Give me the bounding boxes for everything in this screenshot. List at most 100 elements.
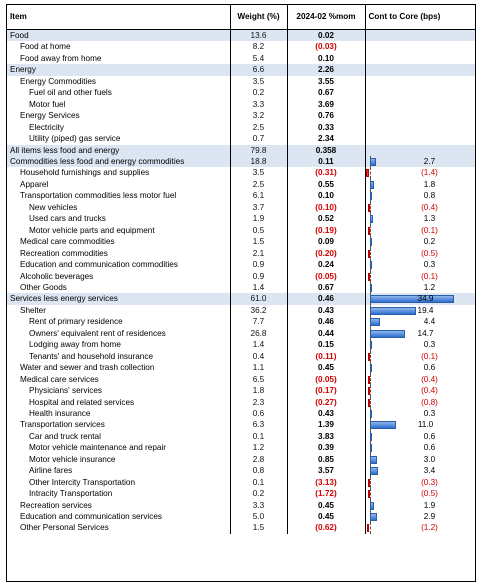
contribution-bar (368, 272, 370, 281)
row-mom: 3.69 (287, 98, 366, 111)
table-row: All items less food and energy 79.8 0.358 (7, 144, 475, 156)
table-row: Transportation services 6.3 1.39 11.0 (7, 419, 475, 431)
table-row: Motor vehicle insurance 2.8 0.85 3.0 (7, 453, 475, 466)
row-contribution: 1.8 (365, 178, 475, 191)
row-contribution: 0.6 (365, 442, 475, 454)
table-row: Motor vehicle maintenance and repair 1.2 0… (7, 442, 475, 454)
row-contribution: 0.6 (365, 430, 475, 443)
zero-axis (369, 247, 371, 260)
header-item: Item (7, 5, 231, 30)
contribution-bar (366, 169, 370, 178)
row-contribution: (0.1) (365, 350, 475, 363)
row-weight: 0.2 (230, 87, 288, 99)
zero-axis (369, 396, 371, 408)
row-mom: 0.45 (287, 511, 366, 523)
contribution-value: 0.6 (423, 363, 436, 373)
row-label: Fuel oil and other fuels (7, 87, 231, 99)
row-weight: 3.3 (230, 499, 288, 512)
header-mom: 2024-02 %mom (287, 5, 366, 30)
row-label: Utility (piped) gas service (7, 133, 231, 145)
contribution-value: 1.9 (423, 500, 436, 510)
row-contribution: 3.4 (365, 465, 475, 477)
row-label: Energy Commodities (7, 75, 231, 88)
contribution-bar (369, 329, 406, 338)
row-label: Transportation commodities less motor fu… (7, 190, 231, 202)
row-weight: 0.4 (230, 350, 288, 363)
contribution-value: 0.6 (423, 443, 436, 453)
table-row: Services less energy services 61.0 0.46 34.… (7, 293, 475, 305)
row-label: Lodging away from home (7, 339, 231, 351)
row-weight: 26.8 (230, 327, 288, 340)
row-contribution: (0.1) (365, 224, 475, 237)
table-header: Item Weight (%) 2024-02 %mom Cont to Cor… (7, 5, 475, 30)
row-mom: (0.31) (287, 167, 366, 179)
zero-axis (369, 488, 371, 500)
row-contribution (365, 122, 475, 133)
contribution-bar (369, 283, 373, 292)
row-contribution: 11.0 (365, 419, 475, 431)
row-label: Electricity (7, 121, 231, 134)
row-weight: 0.9 (230, 259, 288, 271)
row-weight: 13.6 (230, 29, 288, 42)
row-label: Rent of primary residence (7, 316, 231, 328)
contribution-bar (366, 524, 370, 533)
contribution-value: 0.6 (423, 431, 436, 441)
table-row: Apparel 2.5 0.55 1.8 (7, 178, 475, 191)
contribution-value: 11.0 (417, 420, 434, 430)
table-row: Intracity Transportation 0.2 (1.72) (0.5) (7, 488, 475, 500)
row-contribution (365, 53, 475, 64)
table-row: Medical care services 6.5 (0.05) (0.4) (7, 373, 475, 386)
row-label: Motor vehicle insurance (7, 453, 231, 466)
row-contribution (365, 110, 475, 121)
row-weight: 6.5 (230, 373, 288, 386)
table-row: Food away from home 5.4 0.10 (7, 52, 475, 65)
row-label: Education and communication commodities (7, 259, 231, 271)
table-row: Motor fuel 3.3 3.69 (7, 98, 475, 111)
row-mom: 0.15 (287, 339, 366, 351)
contribution-bar (368, 387, 370, 396)
row-contribution: (0.8) (365, 396, 475, 408)
row-contribution (365, 41, 475, 52)
contribution-bar (369, 341, 372, 350)
row-label: Recreation services (7, 499, 231, 512)
row-label: Food away from home (7, 52, 231, 65)
contribution-value: 1.8 (423, 179, 436, 189)
row-label: Apparel (7, 178, 231, 191)
table-row: Education and communication services 5.0 0… (7, 511, 475, 523)
row-weight: 5.0 (230, 511, 288, 523)
table-row: Physicians' services 1.8 (0.17) (0.4) (7, 385, 475, 397)
contribution-value: (0.4) (421, 202, 438, 212)
contribution-value: 0.3 (423, 260, 436, 270)
row-contribution: 1.9 (365, 499, 475, 512)
row-weight: 2.1 (230, 247, 288, 260)
zero-axis (369, 201, 371, 214)
contribution-value: 0.8 (423, 191, 436, 201)
table-row: Household furnishings and supplies 3.5 (0.… (7, 167, 475, 179)
contribution-value: 3.4 (423, 466, 436, 476)
row-contribution (365, 64, 475, 76)
row-contribution: 0.3 (365, 259, 475, 271)
contribution-value: 2.9 (423, 512, 436, 522)
zero-axis (369, 270, 371, 282)
row-weight: 0.9 (230, 270, 288, 282)
row-label: Hospital and related services (7, 396, 231, 408)
contribution-bar (369, 261, 372, 270)
table-row: New vehicles 3.7 (0.10) (0.4) (7, 201, 475, 214)
row-mom: 0.02 (287, 29, 366, 42)
row-weight: 1.4 (230, 281, 288, 294)
row-mom: 0.52 (287, 213, 366, 225)
row-mom: (3.13) (287, 476, 366, 489)
row-label: Food (7, 29, 231, 42)
row-weight: 1.5 (230, 522, 288, 534)
row-mom: (0.10) (287, 201, 366, 214)
row-label: Used cars and trucks (7, 213, 231, 225)
row-label: Recreation commodities (7, 247, 231, 260)
row-label: Education and communication services (7, 511, 231, 523)
zero-axis (369, 522, 371, 534)
row-mom: 0.67 (287, 87, 366, 99)
row-weight: 0.6 (230, 407, 288, 420)
contribution-bar (369, 409, 372, 418)
row-mom: 3.55 (287, 75, 366, 88)
table-row: Commodities less food and energy commodi… (7, 155, 475, 168)
row-mom: 0.85 (287, 453, 366, 466)
